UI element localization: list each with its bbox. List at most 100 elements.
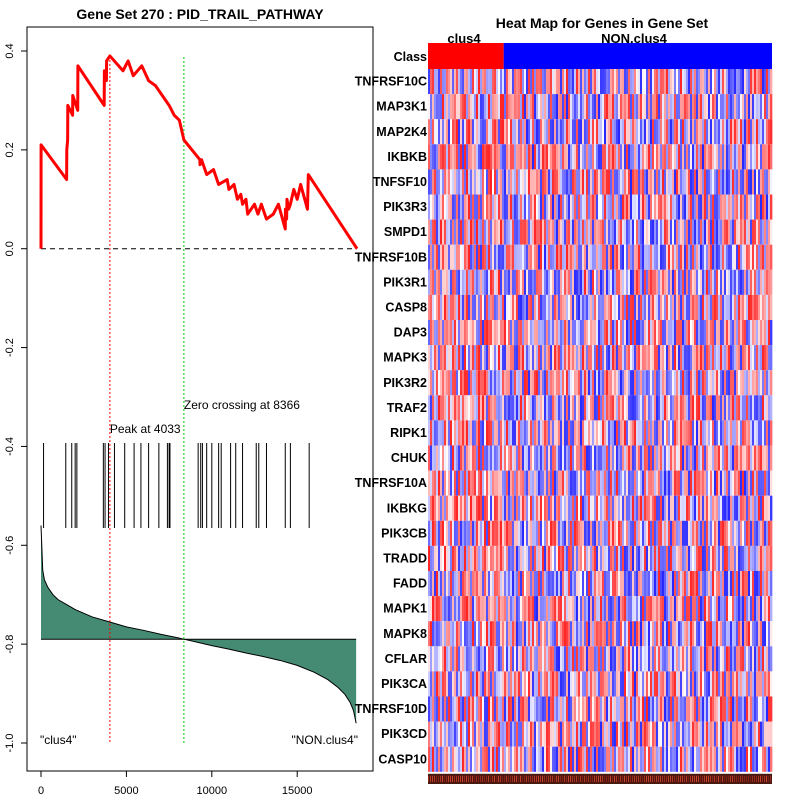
heatmap-cell (512, 244, 515, 270)
heatmap-cell (494, 420, 497, 446)
heatmap-cell (636, 294, 639, 320)
heatmap-cell (640, 545, 643, 571)
heatmap-cell (618, 445, 621, 471)
heatmap-cell (534, 696, 537, 722)
heatmap-cell (650, 746, 653, 772)
heatmap-cell (458, 370, 461, 396)
heatmap-cell (480, 721, 483, 747)
heatmap-cell (498, 244, 501, 270)
heatmap-cell (490, 571, 493, 597)
heatmap-cell (600, 696, 603, 722)
heatmap-cell (428, 69, 431, 95)
heatmap-cell (476, 545, 479, 571)
heatmap-cell (538, 244, 541, 270)
heatmap-cell (726, 445, 729, 471)
heatmap-cell (510, 69, 513, 95)
heatmap-cell (682, 119, 685, 145)
heatmap-cell (720, 495, 723, 521)
heatmap-cell (456, 345, 459, 371)
heatmap-cell (498, 621, 501, 647)
heatmap-cell (580, 420, 583, 446)
heatmap-cell (646, 294, 649, 320)
heatmap-cell (764, 219, 767, 245)
heatmap-cell (678, 596, 681, 622)
heatmap-cell (442, 244, 445, 270)
heatmap-cell (684, 69, 687, 95)
heatmap-cell (558, 169, 561, 195)
heatmap-cell (464, 696, 467, 722)
heatmap-cell (624, 144, 627, 170)
heatmap-cell (594, 269, 597, 295)
heatmap-cell (488, 671, 491, 697)
heatmap-cell (636, 69, 639, 95)
heatmap-cell (462, 194, 465, 220)
footer-strip-mark (464, 775, 465, 782)
heatmap-cell (722, 294, 725, 320)
heatmap-cell (716, 194, 719, 220)
heatmap-cell (492, 696, 495, 722)
heatmap-cell (724, 94, 727, 120)
heatmap-cell (722, 470, 725, 496)
heatmap-cell (558, 545, 561, 571)
heatmap-cell (652, 646, 655, 672)
heatmap-cell (542, 646, 545, 672)
heatmap-cell (428, 445, 431, 471)
heatmap-cell (684, 219, 687, 245)
heatmap-cell (530, 395, 533, 421)
heatmap-cell (716, 470, 719, 496)
heatmap-cell (624, 345, 627, 371)
heatmap-cell (606, 69, 609, 95)
heatmap-cell (580, 696, 583, 722)
heatmap-cell (676, 520, 679, 546)
heatmap-cell (564, 545, 567, 571)
x-tick-label: 0 (38, 785, 44, 797)
heatmap-cell (448, 244, 451, 270)
heatmap-cell (614, 144, 617, 170)
footer-strip-mark (482, 775, 483, 782)
heatmap-cell (488, 370, 491, 396)
heatmap-cell (750, 646, 753, 672)
heatmap-cell (434, 520, 437, 546)
heatmap-cell (682, 671, 685, 697)
heatmap-cell (592, 194, 595, 220)
heatmap-cell (480, 119, 483, 145)
heatmap-cell (510, 269, 513, 295)
heatmap-cell (694, 671, 697, 697)
heatmap-cell (744, 320, 747, 346)
footer-strip-mark (430, 775, 431, 782)
heatmap-cell (624, 696, 627, 722)
heatmap-cell (520, 571, 523, 597)
heatmap-cell (550, 294, 553, 320)
heatmap-cell (642, 671, 645, 697)
heatmap-cell (602, 370, 605, 396)
heatmap-cell (562, 445, 565, 471)
heatmap-cell (746, 395, 749, 421)
heatmap-cell (704, 420, 707, 446)
heatmap-cell (650, 646, 653, 672)
heatmap-cell (712, 119, 715, 145)
heatmap-cell (546, 420, 549, 446)
heatmap-cell (718, 671, 721, 697)
heatmap-cell (600, 621, 603, 647)
heatmap-cell (766, 470, 769, 496)
heatmap-cell (742, 420, 745, 446)
heatmap-cell (546, 621, 549, 647)
heatmap-cell (726, 169, 729, 195)
heatmap-cell (510, 194, 513, 220)
heatmap-cell (568, 320, 571, 346)
heatmap-cell (542, 320, 545, 346)
heatmap-cell (626, 219, 629, 245)
heatmap-cell (732, 721, 735, 747)
heatmap-cell (648, 671, 651, 697)
heatmap-row (428, 244, 773, 270)
heatmap-cell (644, 596, 647, 622)
heatmap-cell (706, 94, 709, 120)
heatmap-cell (762, 370, 765, 396)
heatmap-cell (678, 696, 681, 722)
heatmap-cell (508, 144, 511, 170)
heatmap-cell (646, 269, 649, 295)
heatmap-cell (714, 94, 717, 120)
heatmap-cell (576, 370, 579, 396)
heatmap-cell (460, 244, 463, 270)
heatmap-cell (464, 470, 467, 496)
